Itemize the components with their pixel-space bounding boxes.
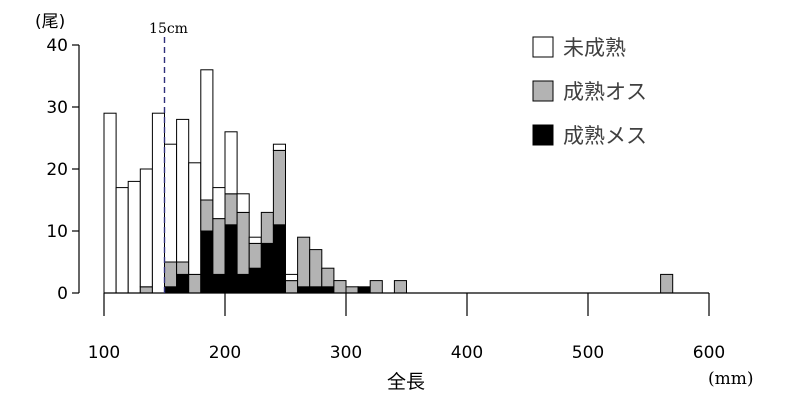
bar-segment-1 xyxy=(660,273,674,294)
bar-segment-2 xyxy=(248,236,262,244)
bar-segment-2 xyxy=(164,143,178,263)
bar-segment-1 xyxy=(164,261,178,288)
bar-segment-2 xyxy=(224,131,238,195)
bar-segment-1 xyxy=(236,211,250,275)
bar-segment-1 xyxy=(393,280,407,294)
bar-segment-0 xyxy=(357,286,371,294)
bar-segment-2 xyxy=(200,69,214,201)
legend-label: 成熟メス xyxy=(563,124,647,148)
bar-segment-1 xyxy=(224,193,238,226)
bar-segment-1 xyxy=(248,242,262,269)
bar-segment-0 xyxy=(297,286,311,294)
bar-segment-1 xyxy=(285,280,299,294)
bar-segment-2 xyxy=(188,162,202,275)
x-axis-unit: (mm) xyxy=(708,369,754,389)
bar-segment-0 xyxy=(212,273,226,294)
y-tick-label: 0 xyxy=(57,284,68,304)
bar-segment-1 xyxy=(369,280,383,294)
bar-segment-0 xyxy=(260,242,274,294)
bar-segment-2 xyxy=(115,187,129,294)
y-axis-label: (尾) xyxy=(35,12,65,32)
bar-segment-0 xyxy=(236,273,250,294)
y-tick-label: 30 xyxy=(46,98,68,118)
bar-segment-1 xyxy=(139,286,153,294)
y-tick-label: 10 xyxy=(46,222,68,242)
bar-segment-0 xyxy=(200,230,214,294)
bar-segment-1 xyxy=(212,218,226,275)
x-ticks-group: 100 200 300 400 500 600 xyxy=(88,293,725,363)
bar-segment-1 xyxy=(272,149,286,226)
bar-segment-0 xyxy=(272,224,286,294)
bar-segment-1 xyxy=(345,286,359,294)
bar-segment-0 xyxy=(164,286,178,294)
bar-segment-2 xyxy=(103,112,117,294)
bar-segment-1 xyxy=(188,273,202,294)
bar-segment-2 xyxy=(176,118,190,263)
x-tick-label: 500 xyxy=(572,343,604,363)
bar-segment-0 xyxy=(309,286,323,294)
bar-segment-0 xyxy=(224,224,238,294)
bar-segment-0 xyxy=(321,286,335,294)
x-tick-label: 600 xyxy=(693,343,725,363)
bar-segment-1 xyxy=(321,267,335,288)
bar-segment-2 xyxy=(139,168,153,288)
bar-segment-2 xyxy=(236,193,250,213)
bar-segment-2 xyxy=(151,112,165,294)
legend-swatch xyxy=(532,36,554,58)
bar-segment-1 xyxy=(333,280,347,294)
y-tick-label: 20 xyxy=(46,160,68,180)
x-tick-label: 300 xyxy=(330,343,362,363)
x-tick-label: 200 xyxy=(209,343,241,363)
bar-segment-2 xyxy=(212,187,226,220)
reference-line-label: 15cm xyxy=(149,21,188,37)
legend-swatch xyxy=(532,80,554,102)
bars-group xyxy=(103,69,674,294)
bar-segment-1 xyxy=(260,211,274,244)
legend-label: 未成熟 xyxy=(563,36,626,60)
bar-segment-1 xyxy=(309,249,323,288)
bar-segment-0 xyxy=(248,267,262,294)
bar-segment-1 xyxy=(200,199,214,232)
x-axis-label: 全長 xyxy=(387,371,425,393)
bar-segment-1 xyxy=(176,261,190,275)
y-tick-label: 40 xyxy=(46,36,68,56)
x-tick-label: 400 xyxy=(451,343,483,363)
bar-segment-2 xyxy=(285,273,299,282)
bar-segment-1 xyxy=(297,236,311,288)
legend-swatch xyxy=(532,124,554,146)
legend-label: 成熟オス xyxy=(563,80,647,104)
x-tick-label: 100 xyxy=(88,343,120,363)
y-ticks-group: 0 10 20 30 40 xyxy=(46,36,79,304)
bar-segment-2 xyxy=(127,180,141,294)
bar-segment-2 xyxy=(272,143,286,151)
bar-segment-0 xyxy=(176,273,190,294)
